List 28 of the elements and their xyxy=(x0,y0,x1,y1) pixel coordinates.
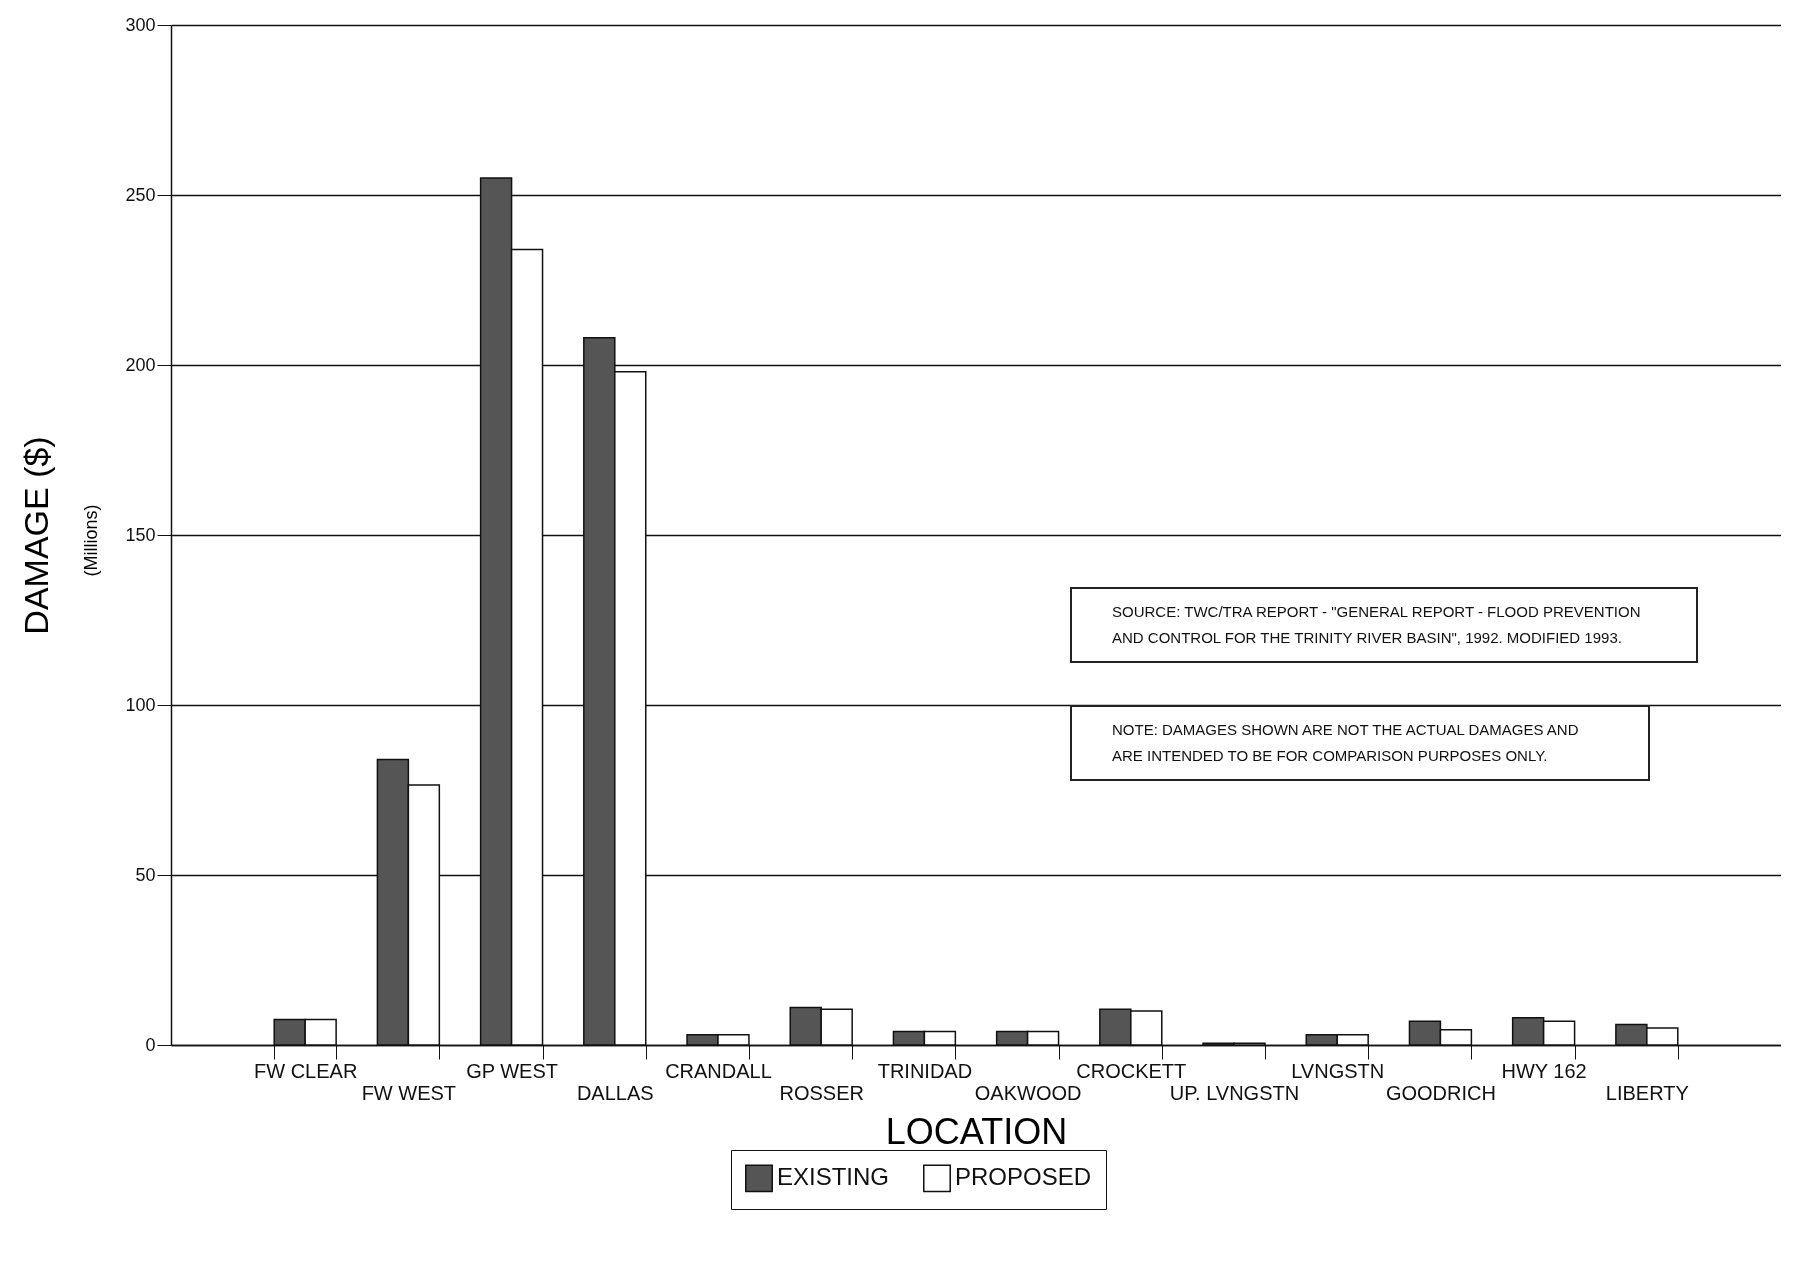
text: (Millions) xyxy=(80,504,102,577)
x-tick-label: FW CLEAR xyxy=(253,1059,358,1082)
y-tick-label: 250 xyxy=(125,184,156,205)
x-axis-title: LOCATION xyxy=(885,1110,1068,1152)
y-tick-label: 300 xyxy=(125,14,156,35)
note-box: NOTE: DAMAGES SHOWN ARE NOT THE ACTUAL DAMAGES AND ARE INTENDED TO BE FOR COMPARISON PURPOSES ONLY. xyxy=(1070,705,1650,781)
x-tick-label: LIBERTY xyxy=(1605,1081,1689,1104)
y-tick-label: 0 xyxy=(145,1034,156,1055)
x-tick-label: OAKWOOD xyxy=(974,1081,1082,1104)
x-tick-label: GOODRICH xyxy=(1385,1081,1496,1104)
x-tick-label: FW WEST xyxy=(361,1081,457,1104)
x-tick-label: LVNGSTN xyxy=(1291,1059,1385,1082)
x-tick-label: TRINIDAD xyxy=(877,1059,973,1082)
y-tick-label: 50 xyxy=(135,864,156,885)
x-tick-label: HWY 162 xyxy=(1501,1059,1587,1082)
y-axis-title: DAMAGE ($) xyxy=(17,436,56,635)
y-tick-label: 200 xyxy=(125,354,156,375)
x-tick-label: CROCKETT xyxy=(1076,1059,1187,1082)
legend-label: EXISTING xyxy=(777,1163,890,1191)
x-tick-label: UP. LVNGSTN xyxy=(1169,1081,1300,1104)
x-tick-label: DALLAS xyxy=(576,1081,654,1104)
x-tick-label: ROSSER xyxy=(779,1081,864,1104)
x-tick-label: GP WEST xyxy=(466,1059,559,1082)
y-tick-label: 100 xyxy=(125,694,156,715)
legend-label: PROPOSED xyxy=(955,1163,1092,1191)
note-box: SOURCE: TWC/TRA REPORT - "GENERAL REPORT - FLOOD PREVENTION AND CONTROL FOR THE TRINITY RIVER BASIN", 1992. MODIFIED 1993. xyxy=(1070,587,1698,663)
x-tick-label: CRANDALL xyxy=(665,1059,772,1082)
y-tick-label: 150 xyxy=(125,524,156,545)
